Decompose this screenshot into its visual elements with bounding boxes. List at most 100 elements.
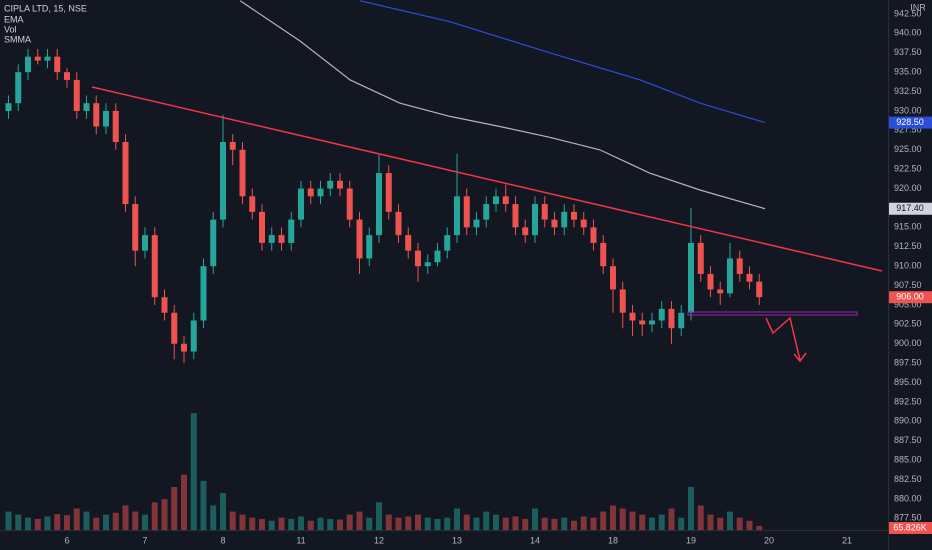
volume-bar bbox=[151, 502, 158, 530]
volume-bar bbox=[697, 505, 704, 530]
volume-bar bbox=[473, 517, 480, 530]
candle-body bbox=[717, 289, 724, 294]
candle-body bbox=[707, 273, 714, 290]
volume-bar bbox=[492, 514, 499, 530]
candle-body bbox=[132, 204, 139, 251]
candle-body bbox=[249, 196, 256, 212]
volume-bar bbox=[590, 517, 597, 530]
candle-body bbox=[541, 204, 548, 220]
volume-bar bbox=[44, 516, 51, 530]
volume-tag bbox=[889, 522, 932, 534]
x-tick-label: 21 bbox=[842, 535, 852, 545]
volume-bar bbox=[609, 505, 616, 530]
price-tag-label: 928.50 bbox=[896, 117, 924, 127]
volume-bar bbox=[327, 518, 334, 530]
y-tick-label: 897.50 bbox=[894, 358, 922, 368]
volume-bar bbox=[336, 519, 343, 530]
price-tag bbox=[889, 202, 932, 215]
volume-bar bbox=[414, 514, 421, 530]
volume-bar bbox=[648, 517, 655, 530]
candle-body bbox=[648, 320, 655, 325]
support-box bbox=[687, 311, 858, 316]
y-tick-label: 937.50 bbox=[894, 47, 922, 57]
candle-body bbox=[522, 227, 529, 236]
candle-body bbox=[171, 312, 178, 344]
currency: INR bbox=[910, 2, 926, 12]
y-tick-label: 895.00 bbox=[894, 377, 922, 387]
volume-bar bbox=[726, 511, 733, 530]
volume-bar bbox=[63, 515, 70, 530]
volume-bar bbox=[502, 517, 509, 530]
candle-body bbox=[424, 262, 431, 267]
y-tick-label: 887.50 bbox=[894, 435, 922, 445]
volume-bar bbox=[54, 514, 61, 530]
candle-body bbox=[346, 188, 353, 220]
y-tick-label: 940.00 bbox=[894, 28, 922, 38]
candle-body bbox=[122, 142, 129, 205]
candle-body bbox=[356, 219, 363, 259]
volume-bar bbox=[112, 512, 119, 530]
candle-body bbox=[580, 219, 587, 228]
volume-bar bbox=[531, 508, 538, 530]
candle-body bbox=[405, 235, 412, 251]
candle-body bbox=[414, 250, 421, 267]
volume-bar bbox=[93, 517, 100, 530]
candle-body bbox=[629, 312, 636, 321]
volume-bar bbox=[600, 511, 607, 530]
candle-body bbox=[483, 204, 490, 220]
candle-body bbox=[736, 258, 743, 274]
price-tag-label: 906.00 bbox=[896, 292, 924, 302]
volume-bar bbox=[668, 508, 675, 530]
candle-body bbox=[385, 173, 392, 212]
volume-bar bbox=[434, 518, 441, 530]
volume-bar bbox=[317, 517, 324, 530]
trend-line bbox=[91, 86, 883, 272]
y-tick-label: 922.50 bbox=[894, 164, 922, 174]
volume-bar bbox=[687, 486, 694, 530]
volume-bar bbox=[258, 518, 265, 530]
volume-bar bbox=[297, 516, 304, 530]
y-tick-label: 930.00 bbox=[894, 105, 922, 115]
candle-body bbox=[200, 266, 207, 321]
volume-bar bbox=[658, 514, 665, 530]
candle-body bbox=[161, 297, 168, 313]
volume-bar bbox=[639, 514, 646, 530]
candle-body bbox=[375, 173, 382, 236]
volume-bar bbox=[385, 514, 392, 530]
candle-body bbox=[639, 320, 646, 325]
candle-body bbox=[434, 250, 441, 263]
candle-body bbox=[395, 211, 402, 236]
symbol-title: CIPLA LTD, 15, NSE bbox=[4, 3, 87, 13]
candle-body bbox=[112, 110, 119, 143]
candle-body bbox=[297, 188, 304, 220]
candle-body bbox=[25, 56, 32, 73]
candle-body bbox=[34, 56, 41, 61]
y-tick-label: 882.50 bbox=[894, 474, 922, 484]
candle-body bbox=[151, 235, 158, 298]
volume-bar bbox=[210, 505, 217, 530]
candle-body bbox=[658, 308, 665, 321]
volume-bar bbox=[171, 486, 178, 530]
x-tick-label: 13 bbox=[452, 535, 462, 545]
y-tick-label: 877.50 bbox=[894, 513, 922, 523]
x-tick-label: 11 bbox=[296, 535, 305, 545]
candle-body bbox=[307, 188, 314, 197]
y-tick-label: 912.50 bbox=[894, 241, 922, 251]
candle-body bbox=[512, 204, 519, 228]
indicator-line bbox=[239, 0, 766, 210]
candle-body bbox=[93, 103, 100, 127]
volume-bar bbox=[756, 525, 763, 530]
candle-body bbox=[687, 242, 694, 313]
volume-bar bbox=[25, 517, 32, 530]
projection-arrow bbox=[765, 316, 801, 361]
x-tick-label: 19 bbox=[686, 535, 696, 545]
candle-body bbox=[697, 242, 704, 274]
volume-bar bbox=[717, 517, 724, 530]
indicator-line bbox=[360, 0, 766, 124]
candle-body bbox=[561, 211, 568, 228]
arrow-head bbox=[793, 352, 807, 363]
volume-bar bbox=[132, 511, 139, 530]
y-tick-label: 927.50 bbox=[894, 125, 922, 135]
x-tick-label: 12 bbox=[374, 535, 384, 545]
